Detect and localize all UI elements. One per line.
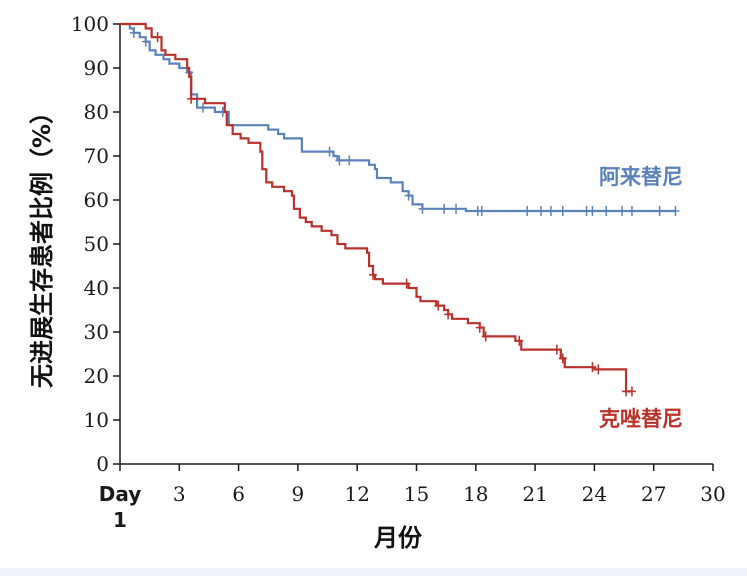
x-tick-label: 27 bbox=[641, 482, 666, 506]
y-axis-title: 无进展生存患者比例（%） bbox=[28, 100, 56, 388]
x-tick-label: 12 bbox=[344, 482, 369, 506]
censor-mark bbox=[627, 206, 636, 216]
censor-mark bbox=[325, 146, 334, 157]
censor-mark bbox=[588, 362, 597, 373]
y-ticks: 0 10 20 30 40 50 60 70 80 90 100 bbox=[71, 12, 120, 476]
y-tick-label: 0 bbox=[96, 452, 109, 476]
censor-mark bbox=[434, 300, 443, 311]
censor-mark bbox=[481, 331, 490, 342]
x-axis-title: 月份 bbox=[373, 524, 423, 552]
censor-mark bbox=[671, 206, 680, 216]
bottom-strip bbox=[0, 568, 747, 576]
censor-mark bbox=[452, 203, 461, 214]
censor-mark bbox=[515, 335, 524, 346]
y-tick-label: 80 bbox=[84, 100, 109, 124]
censor-mark bbox=[588, 206, 597, 216]
x-tick-label: Day bbox=[99, 482, 142, 506]
y-tick-label: 20 bbox=[84, 364, 109, 388]
censor-mark bbox=[369, 269, 378, 280]
censor-mark bbox=[418, 203, 427, 214]
censor-mark bbox=[655, 206, 664, 216]
censor-mark bbox=[552, 344, 561, 355]
x-tick-label: 3 bbox=[173, 482, 186, 506]
y-tick-label: 30 bbox=[84, 320, 109, 344]
censor-mark bbox=[402, 278, 411, 289]
censor-mark bbox=[558, 206, 567, 216]
x-tick-sublabel: 1 bbox=[113, 508, 127, 532]
x-tick-label: 9 bbox=[292, 482, 305, 506]
x-tick-label: 21 bbox=[522, 482, 547, 506]
censor-mark bbox=[537, 206, 546, 216]
y-tick-label: 50 bbox=[84, 232, 109, 256]
censor-mark bbox=[618, 206, 627, 216]
censor-mark bbox=[475, 322, 484, 333]
y-tick-label: 60 bbox=[84, 188, 109, 212]
censor-mark bbox=[141, 36, 150, 47]
series-layer bbox=[120, 22, 680, 397]
x-tick-label: 18 bbox=[463, 482, 488, 506]
y-tick-label: 100 bbox=[71, 12, 109, 36]
series-label-crizotinib: 克唑替尼 bbox=[599, 407, 683, 431]
x-tick-label: 6 bbox=[232, 482, 245, 506]
censor-mark bbox=[335, 155, 344, 166]
censor-mark bbox=[129, 27, 138, 38]
censor-mark bbox=[627, 386, 636, 397]
censor-mark bbox=[444, 309, 453, 320]
y-tick-label: 40 bbox=[84, 276, 109, 300]
y-tick-label: 10 bbox=[84, 408, 109, 432]
censor-mark bbox=[477, 206, 486, 216]
series-line-alectinib bbox=[120, 22, 676, 213]
series-label-alectinib: 阿来替尼 bbox=[599, 165, 683, 189]
series-line-crizotinib bbox=[120, 22, 632, 393]
censor-mark bbox=[199, 102, 208, 113]
censor-mark bbox=[345, 155, 354, 166]
censor-mark bbox=[594, 364, 603, 375]
censor-mark bbox=[153, 32, 162, 43]
censor-mark bbox=[558, 353, 567, 364]
x-tick-label: 15 bbox=[404, 482, 429, 506]
censor-mark bbox=[546, 206, 555, 216]
y-tick-label: 70 bbox=[84, 144, 109, 168]
censor-mark bbox=[602, 206, 611, 216]
censor-mark bbox=[523, 206, 532, 216]
y-tick-label: 90 bbox=[84, 56, 109, 80]
censor-mark bbox=[404, 190, 413, 201]
x-tick-label: 30 bbox=[700, 482, 725, 506]
censor-mark bbox=[187, 93, 196, 104]
x-tick-label: 24 bbox=[582, 482, 607, 506]
censor-mark bbox=[440, 203, 449, 214]
